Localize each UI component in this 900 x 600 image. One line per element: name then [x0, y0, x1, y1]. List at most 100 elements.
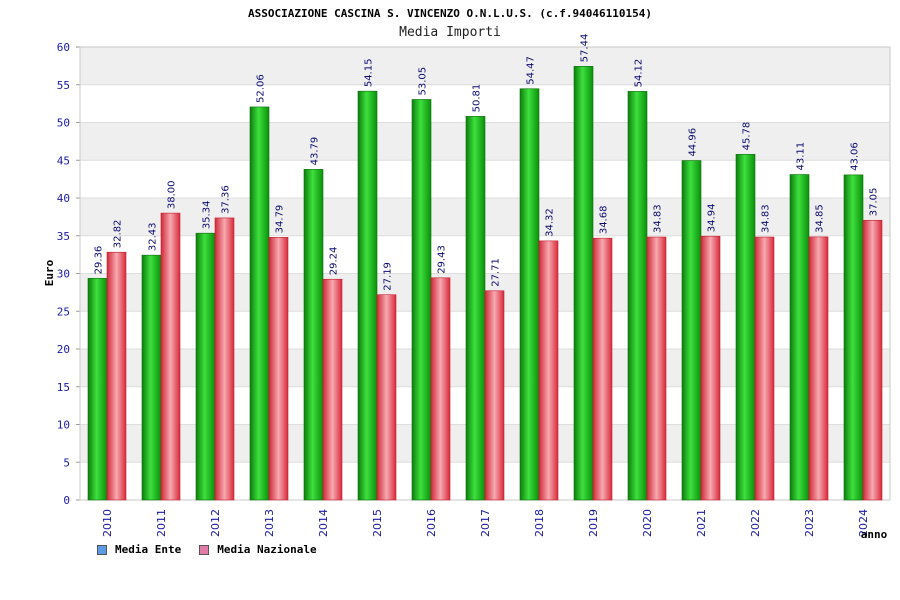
- bar-value-label: 34.83: [653, 204, 664, 233]
- legend-swatch-media-ente: [97, 544, 107, 555]
- bar-media-nazionale: [538, 240, 559, 501]
- bar-media-nazionale: [106, 251, 127, 501]
- legend-label-media-nazionale: Media Nazionale: [217, 543, 317, 556]
- bar-value-label: 34.79: [275, 205, 286, 234]
- bar-media-nazionale: [430, 277, 451, 501]
- y-tick-label: 30: [57, 268, 70, 281]
- x-tick-label: 2019: [587, 509, 600, 537]
- y-tick-label: 5: [63, 456, 70, 469]
- bar-media-ente: [141, 254, 162, 501]
- bar-media-nazionale: [862, 219, 883, 501]
- bar-value-label: 54.47: [526, 56, 537, 85]
- bar-media-ente: [87, 278, 108, 501]
- bar-value-label: 27.19: [383, 262, 394, 291]
- bar-media-nazionale: [700, 235, 721, 501]
- bar-value-label: 57.44: [580, 34, 591, 63]
- bar-value-label: 38.00: [167, 180, 178, 209]
- bar-media-nazionale: [214, 217, 235, 501]
- bar-media-ente: [627, 91, 648, 501]
- bar-media-nazionale: [160, 212, 181, 501]
- bar-value-label: 54.12: [634, 59, 645, 88]
- grid-band: [80, 47, 890, 85]
- bar-media-ente: [681, 160, 702, 501]
- bar-value-label: 29.24: [329, 247, 340, 276]
- bar-media-nazionale: [646, 236, 667, 501]
- bar-media-ente: [735, 154, 756, 501]
- bar-media-nazionale: [376, 294, 397, 501]
- y-tick-label: 10: [57, 419, 70, 432]
- bar-value-label: 34.85: [815, 204, 826, 233]
- legend-label-media-ente: Media Ente: [115, 543, 182, 556]
- bar-media-nazionale: [322, 278, 343, 501]
- bar-value-label: 34.83: [761, 204, 772, 233]
- bar-media-ente: [249, 106, 270, 501]
- y-tick-label: 0: [63, 494, 70, 507]
- bar-value-label: 32.43: [148, 223, 159, 252]
- y-tick-label: 35: [57, 230, 70, 243]
- x-axis-label: anno: [861, 528, 888, 541]
- bar-value-label: 44.96: [688, 128, 699, 157]
- bar-media-ente: [195, 232, 216, 501]
- x-tick-label: 2012: [209, 509, 222, 537]
- y-tick-label: 50: [57, 117, 70, 130]
- y-axis-label: Euro: [43, 259, 56, 286]
- bar-value-label: 29.43: [437, 245, 448, 274]
- legend: Media Ente Media Nazionale: [97, 543, 317, 556]
- y-tick-label: 20: [57, 343, 70, 356]
- y-tick-label: 25: [57, 305, 70, 318]
- chart-subtitle: Media Importi: [399, 25, 501, 40]
- x-tick-label: 2017: [479, 509, 492, 537]
- bar-value-label: 34.94: [707, 204, 718, 233]
- bar-value-label: 43.11: [796, 142, 807, 171]
- bar-media-ente: [519, 88, 540, 501]
- bar-value-label: 43.06: [850, 142, 861, 171]
- bar-media-nazionale: [484, 290, 505, 501]
- bar-media-ente: [843, 174, 864, 501]
- bar-value-label: 27.71: [491, 258, 502, 287]
- bar-value-label: 37.36: [221, 185, 232, 214]
- bar-media-ente: [573, 66, 594, 501]
- bar-media-ente: [303, 169, 324, 501]
- x-tick-label: 2015: [371, 509, 384, 537]
- x-tick-label: 2011: [155, 509, 168, 537]
- bar-value-label: 43.79: [310, 137, 321, 166]
- legend-item-media-ente: Media Ente: [97, 543, 181, 556]
- y-tick-label: 45: [57, 154, 70, 167]
- legend-item-media-nazionale: Media Nazionale: [199, 543, 317, 556]
- bar-value-label: 54.15: [364, 59, 375, 88]
- bar-value-label: 45.78: [742, 122, 753, 151]
- bar-media-ente: [411, 99, 432, 501]
- x-tick-label: 2014: [317, 509, 330, 537]
- y-tick-label: 40: [57, 192, 70, 205]
- x-tick-label: 2022: [749, 509, 762, 537]
- y-tick-label: 15: [57, 381, 70, 394]
- bar-media-nazionale: [268, 237, 289, 501]
- bar-value-label: 53.05: [418, 67, 429, 96]
- legend-swatch-media-nazionale: [199, 544, 210, 555]
- y-tick-label: 55: [57, 79, 70, 92]
- bar-value-label: 50.81: [472, 84, 483, 113]
- x-tick-label: 2010: [101, 509, 114, 537]
- x-tick-label: 2013: [263, 509, 276, 537]
- bar-media-nazionale: [808, 236, 829, 501]
- bar-value-label: 37.05: [869, 188, 880, 217]
- y-tick-label: 60: [57, 41, 70, 54]
- bar-value-label: 34.68: [599, 206, 610, 235]
- bar-media-ente: [465, 116, 486, 501]
- x-tick-label: 2024: [857, 509, 870, 537]
- bar-value-label: 29.36: [94, 246, 105, 275]
- bar-media-nazionale: [754, 236, 775, 501]
- x-tick-label: 2021: [695, 509, 708, 537]
- chart-title: ASSOCIAZIONE CASCINA S. VINCENZO O.N.L.U…: [248, 7, 652, 20]
- bar-media-ente: [789, 174, 810, 501]
- bar-value-label: 34.32: [545, 208, 556, 237]
- bar-value-label: 32.82: [113, 220, 124, 249]
- bar-media-nazionale: [592, 237, 613, 501]
- x-tick-label: 2020: [641, 509, 654, 537]
- x-tick-label: 2016: [425, 509, 438, 537]
- x-tick-label: 2023: [803, 509, 816, 537]
- x-tick-label: 2018: [533, 509, 546, 537]
- bar-value-label: 52.06: [256, 74, 267, 103]
- bar-value-label: 35.34: [202, 201, 213, 230]
